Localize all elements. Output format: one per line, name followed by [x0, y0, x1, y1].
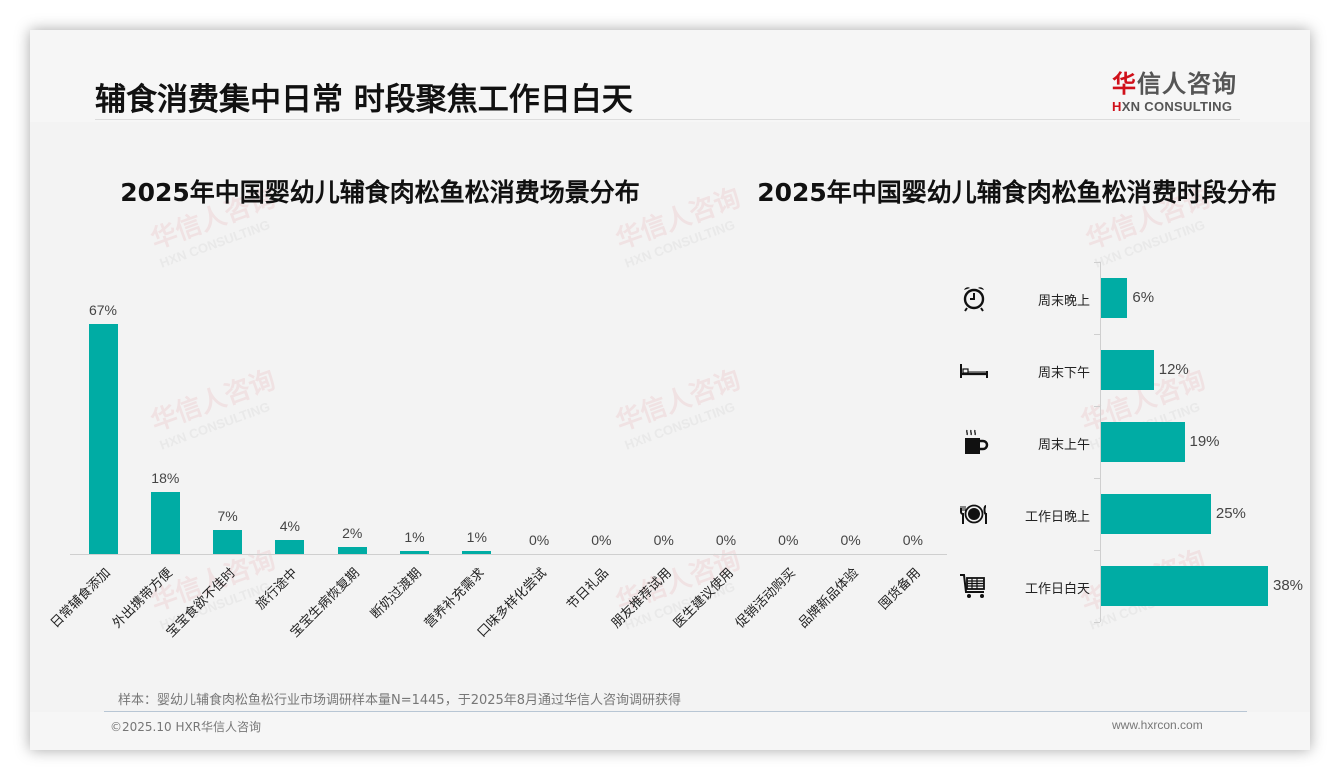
- bar: [1101, 494, 1211, 534]
- bar-value-label: 67%: [88, 302, 118, 318]
- bar: [400, 550, 429, 554]
- category-label: 周末晚上: [1037, 294, 1090, 309]
- category-label: 朋友推荐试用: [608, 565, 675, 632]
- category-label: 周末下午: [1037, 366, 1090, 381]
- bar-value-label: 4%: [279, 518, 300, 535]
- logo-cn: 华信人咨询: [1112, 64, 1247, 99]
- scene-chart-title: 2025年中国婴幼儿辅食肉松鱼松消费场景分布: [120, 178, 640, 207]
- bar-value-label: 6%: [1132, 289, 1155, 306]
- category-label: 工作日白天: [1024, 582, 1090, 597]
- axis-tick: [1094, 550, 1100, 551]
- logo-cn-rest: 信人咨询: [1137, 70, 1237, 98]
- bar: [1101, 422, 1185, 462]
- bar-value-label: 0%: [653, 532, 674, 548]
- logo-hua: 华: [1112, 70, 1137, 98]
- slide: 辅食消费集中日常 时段聚焦工作日白天 华信人咨询 HXN CONSULTING …: [30, 30, 1310, 750]
- axis-tick: [1094, 406, 1100, 407]
- bar-value-label: 7%: [217, 507, 238, 524]
- bar-value-label: 0%: [902, 532, 923, 548]
- category-label: 旅行途中: [253, 565, 301, 613]
- bar-value-label: 19%: [1189, 433, 1220, 450]
- y-axis-line: [1100, 262, 1101, 622]
- axis-tick: [1094, 262, 1100, 263]
- category-label: 日常辅食添加: [47, 565, 114, 632]
- category-label: 工作日晚上: [1024, 510, 1090, 525]
- category-label: 囤货备用: [876, 565, 924, 613]
- shopping-cart-icon: [958, 572, 990, 600]
- copyright: ©2025.10 HXR华信人咨询: [110, 720, 262, 734]
- bar-value-label: 12%: [1158, 361, 1189, 378]
- bar: [88, 324, 118, 554]
- category-label: 医生建议使用: [670, 565, 737, 632]
- footer-band: [30, 712, 1310, 750]
- page-title: 辅食消费集中日常 时段聚焦工作日白天: [95, 82, 633, 118]
- bar-value-label: 0%: [778, 532, 799, 548]
- axis-tick: [1094, 478, 1100, 479]
- bar-value-label: 0%: [840, 532, 861, 548]
- category-label: 周末上午: [1037, 438, 1090, 453]
- sample-note: 样本：婴幼儿辅食肉松鱼松行业市场调研样本量N=1445，于2025年8月通过华信…: [118, 693, 682, 708]
- plate-cutlery-icon: [958, 500, 990, 528]
- bar: [150, 492, 180, 554]
- bar-value-label: 2%: [342, 525, 363, 542]
- category-label: 断奶过渡期: [368, 565, 426, 623]
- x-axis-line: [70, 554, 947, 555]
- brand-logo: 华信人咨询 HXN CONSULTING: [1112, 64, 1247, 114]
- bar-value-label: 0%: [715, 532, 737, 548]
- bar-value-label: 1%: [404, 528, 425, 545]
- alarm-clock-icon: [958, 284, 990, 312]
- bar-value-label: 1%: [466, 528, 487, 545]
- category-label: 促销活动购买: [733, 565, 800, 632]
- bar: [1101, 566, 1268, 606]
- bar: [1101, 350, 1154, 390]
- timeslot-bar-chart: 6% 周末晚上 12% 周末下午 19% 周末上午 25% 工作日晚上 38% 工作日白天: [950, 262, 1310, 662]
- bar: [462, 550, 492, 554]
- website-link[interactable]: www.hxrcon.com: [1112, 718, 1203, 732]
- bar-value-label: 25%: [1215, 505, 1246, 522]
- coffee-mug-icon: [958, 428, 990, 456]
- category-label: 品牌新品体验: [795, 565, 862, 632]
- logo-en: HXN CONSULTING: [1112, 99, 1247, 114]
- header-band: [30, 30, 1310, 122]
- scene-bar-chart: 67% 日常辅食添加 18% 外出携带方便 7% 宝宝食欲不佳时 4% 旅行途中 2% 宝宝生病恢…: [48, 270, 950, 670]
- timeslot-chart-title: 2025年中国婴幼儿辅食肉松鱼松消费时段分布: [757, 178, 1277, 207]
- bar: [337, 547, 367, 554]
- category-label: 节日礼品: [564, 565, 613, 613]
- bar: [275, 540, 305, 554]
- logo-en-mark: H: [1112, 99, 1122, 114]
- bar-value-label: 0%: [591, 532, 612, 548]
- footer-divider: [104, 711, 1247, 712]
- bed-icon: [958, 356, 990, 384]
- axis-tick: [1094, 334, 1100, 335]
- bar: [213, 529, 243, 554]
- title-divider: [95, 119, 1240, 120]
- logo-en-rest: XN CONSULTING: [1121, 99, 1233, 114]
- bar: [1101, 278, 1128, 318]
- bar-value-label: 18%: [151, 470, 180, 487]
- axis-tick: [1094, 622, 1100, 623]
- bar-value-label: 0%: [528, 532, 550, 548]
- bar-value-label: 38%: [1273, 577, 1304, 594]
